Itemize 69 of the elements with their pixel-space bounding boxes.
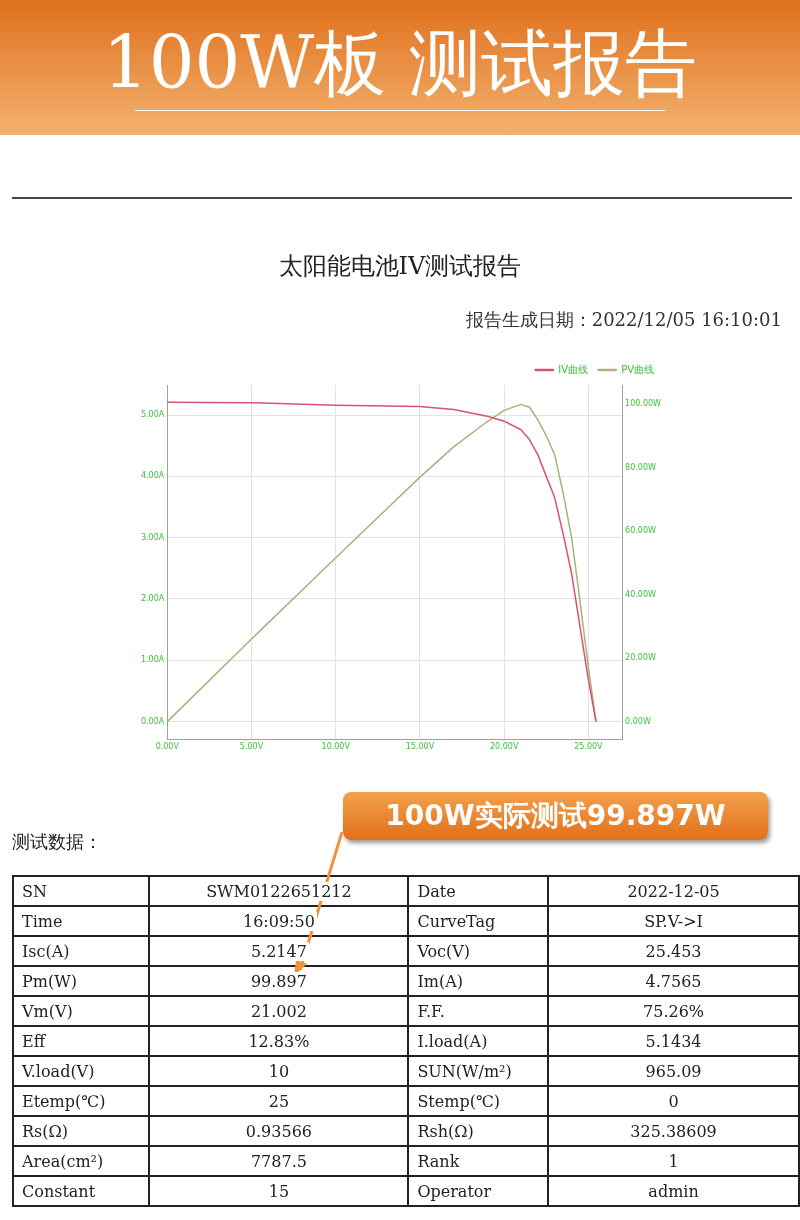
text: 报告生成日期：2022/12/05 16:10:01	[465, 308, 782, 332]
x-tick-label: 25.00V	[574, 742, 604, 752]
y-tick-label: 4.00A	[140, 471, 165, 481]
text: 965.09	[643, 1061, 704, 1081]
text: Isc(A)	[20, 941, 72, 961]
y2-tick-label: 0.00W	[625, 716, 651, 726]
text: Operator	[415, 1181, 494, 1201]
x-tick-label: 5.00V	[239, 742, 264, 752]
text: 2022-12-05	[625, 881, 722, 901]
text: admin	[646, 1181, 701, 1201]
text: 7787.5	[248, 1151, 309, 1171]
text: Rs(Ω)	[20, 1121, 71, 1141]
text: 325.38609	[628, 1121, 719, 1141]
y-tick-label: 5.00A	[140, 410, 165, 420]
text: 100W实际测试99.897W	[343, 792, 768, 840]
text: 25.453	[643, 941, 704, 961]
text: 75.26%	[641, 1001, 707, 1021]
text: Im(A)	[415, 971, 465, 991]
text: 1	[666, 1151, 681, 1171]
text: Pm(W)	[20, 971, 79, 991]
chart-subtitle: 太阳能电池IV测试报告	[277, 251, 523, 282]
y2-tick-label: 100.00W	[625, 399, 662, 409]
text: SN	[20, 881, 49, 901]
text: Area(cm²)	[20, 1151, 106, 1171]
legend-label: IV曲线	[558, 363, 589, 375]
text: Voc(V)	[415, 941, 473, 961]
text: SUN(W/m²)	[415, 1061, 514, 1081]
y-tick-label: 1.00A	[140, 655, 165, 665]
x-tick-label: 15.00V	[405, 742, 435, 752]
text: 10	[266, 1061, 292, 1081]
text: SP.V->I	[642, 911, 705, 931]
y2-tick-label: 60.00W	[625, 526, 656, 536]
y2-tick-label: 80.00W	[625, 462, 656, 472]
text: 5.1434	[643, 1031, 704, 1051]
text: F.F.	[415, 1001, 447, 1021]
text: Date	[415, 881, 458, 901]
text: Etemp(℃)	[20, 1091, 108, 1111]
text: 25	[266, 1091, 292, 1111]
y-tick-label: 0.00A	[140, 716, 165, 726]
text: 0	[666, 1091, 681, 1111]
text: Constant	[20, 1181, 98, 1201]
y-tick-label: 2.00A	[140, 594, 165, 604]
text: 99.897	[248, 971, 309, 991]
legend-label: PV曲线	[621, 363, 654, 375]
text: Eff	[20, 1031, 48, 1051]
chart-title: 100W板 测试报告	[101, 20, 699, 107]
text: 15	[266, 1181, 292, 1201]
text: Rsh(Ω)	[415, 1121, 476, 1141]
y2-tick-label: 20.00W	[625, 653, 656, 663]
y2-tick-label: 40.00W	[625, 589, 656, 599]
text: 0.93566	[243, 1121, 314, 1141]
text: 16:09:50	[240, 911, 317, 931]
text: 12.83%	[246, 1031, 312, 1051]
text: 4.7565	[643, 971, 704, 991]
text: Rank	[415, 1151, 462, 1171]
text: 测试数据：	[12, 830, 102, 854]
text: SWM0122651212	[204, 881, 354, 901]
x-tick-label: 20.00V	[490, 742, 519, 752]
text: I.load(A)	[415, 1031, 490, 1051]
text: Vm(V)	[20, 1001, 75, 1021]
text: Time	[20, 911, 65, 931]
text: 5.2147	[248, 941, 309, 961]
y-tick-label: 3.00A	[140, 532, 165, 542]
text: CurveTag	[415, 911, 498, 931]
text: V.load(V)	[20, 1061, 97, 1081]
text: 21.002	[248, 1001, 309, 1021]
x-tick-label: 0.00V	[155, 742, 180, 752]
x-tick-label: 10.00V	[321, 742, 351, 752]
text: Stemp(℃)	[415, 1091, 503, 1111]
